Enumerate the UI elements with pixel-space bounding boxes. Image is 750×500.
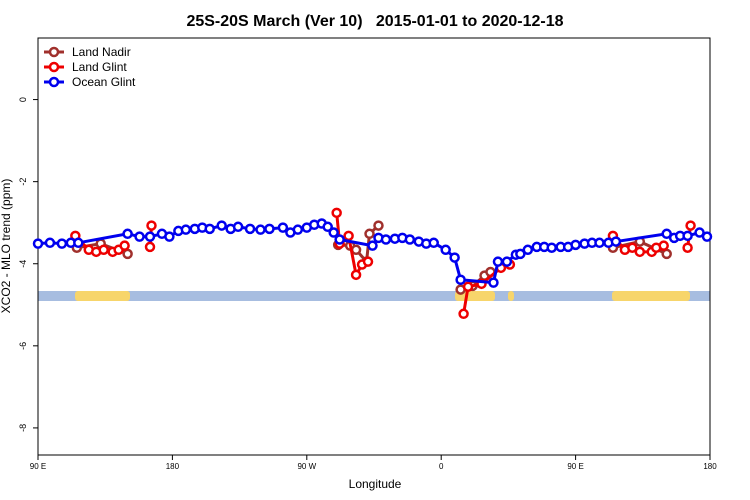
ocean-strip <box>38 291 710 301</box>
data-point <box>488 277 499 288</box>
y-tick-label: 0 <box>18 97 28 102</box>
data-point <box>594 237 605 249</box>
data-point <box>331 207 342 219</box>
data-point <box>264 223 275 235</box>
legend-label: Ocean Glint <box>72 75 136 89</box>
data-point <box>367 240 378 251</box>
land-strip <box>612 291 690 301</box>
data-point <box>462 281 474 292</box>
x-axis-label: Longitude <box>349 477 402 491</box>
x-tick-label: 90 E <box>30 462 46 471</box>
land-strip <box>75 291 130 301</box>
data-point <box>373 220 384 231</box>
data-point <box>685 220 696 231</box>
data-point <box>32 238 44 249</box>
data-point <box>634 246 646 258</box>
data-point <box>144 231 156 242</box>
data-point <box>610 236 622 247</box>
data-point <box>277 222 289 233</box>
data-point <box>204 223 215 235</box>
data-point <box>98 244 109 256</box>
data-point <box>350 269 362 281</box>
data-point <box>682 242 693 253</box>
land-strip <box>508 291 514 301</box>
data-point <box>144 241 156 253</box>
data-point <box>216 220 227 231</box>
data-point <box>119 240 130 251</box>
data-point <box>343 230 354 242</box>
legend-label: Land Nadir <box>72 45 131 59</box>
data-point <box>56 238 68 249</box>
legend-marker <box>48 61 60 73</box>
data-point <box>134 231 145 242</box>
data-point <box>73 237 84 249</box>
data-point <box>328 227 339 238</box>
data-point <box>364 228 375 240</box>
data-point <box>322 221 333 233</box>
legend-label: Land Glint <box>72 60 127 74</box>
legend-marker <box>48 46 60 58</box>
data-point <box>122 228 133 240</box>
legend-marker <box>48 76 60 88</box>
data-point <box>458 308 469 320</box>
chart-title: 25S-20S March (Ver 10) 2015-01-01 to 202… <box>186 13 563 30</box>
data-point <box>682 230 693 242</box>
y-tick-label: -4 <box>18 260 28 268</box>
data-point <box>570 239 581 251</box>
x-tick-label: 180 <box>166 462 180 471</box>
data-point <box>146 220 157 231</box>
data-point <box>122 248 133 260</box>
data-point <box>501 256 513 267</box>
data-point <box>334 234 345 245</box>
x-tick-label: 180 <box>703 462 717 471</box>
data-point <box>428 237 439 249</box>
data-point <box>180 224 192 235</box>
data-point <box>658 240 669 251</box>
y-axis-label: XCO2 - MLO trend (ppm) <box>0 179 13 314</box>
data-point <box>627 242 638 253</box>
data-point <box>701 231 713 242</box>
data-point <box>661 248 672 260</box>
data-point <box>515 248 526 260</box>
y-tick-label: -8 <box>18 424 28 432</box>
data-point <box>449 252 460 263</box>
data-point <box>244 223 256 235</box>
x-tick-label: 0 <box>439 462 444 471</box>
data-point <box>455 274 466 285</box>
data-point <box>164 231 175 242</box>
data-point <box>694 227 705 238</box>
data-point <box>232 221 244 233</box>
data-point <box>380 234 392 245</box>
data-point <box>522 244 534 256</box>
x-tick-label: 90 W <box>297 462 316 471</box>
data-point <box>492 256 504 267</box>
data-point <box>292 224 304 235</box>
data-point <box>255 224 266 235</box>
data-point <box>546 242 557 253</box>
x-tick-label: 90 E <box>567 462 583 471</box>
data-point <box>440 244 451 256</box>
data-point <box>362 256 374 267</box>
y-tick-label: -6 <box>18 342 28 350</box>
data-point <box>404 234 416 245</box>
y-tick-label: -2 <box>18 178 28 186</box>
data-point <box>661 228 672 240</box>
data-point <box>44 237 56 249</box>
